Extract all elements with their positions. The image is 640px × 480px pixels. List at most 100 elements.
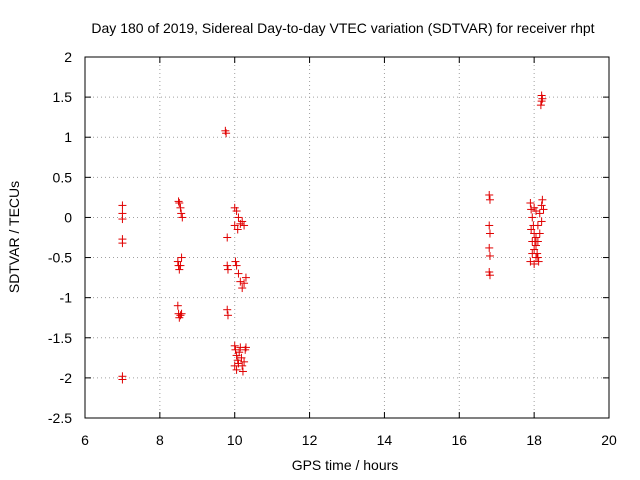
data-points xyxy=(118,91,548,384)
data-point xyxy=(223,261,232,270)
data-point xyxy=(176,203,185,212)
x-tick-label: 10 xyxy=(227,432,243,448)
data-point xyxy=(238,361,247,370)
data-point xyxy=(241,273,250,282)
data-point xyxy=(241,343,250,352)
y-tick-label: 1.5 xyxy=(53,89,73,105)
data-point xyxy=(537,97,546,106)
data-point xyxy=(173,301,182,310)
data-point xyxy=(532,253,541,262)
data-point xyxy=(230,221,239,230)
data-point xyxy=(530,259,539,268)
data-point xyxy=(232,261,241,270)
data-point xyxy=(485,195,494,204)
y-tick-label: -1 xyxy=(60,290,73,306)
data-point xyxy=(233,225,242,234)
data-point xyxy=(118,375,127,384)
data-point xyxy=(530,203,539,212)
data-point xyxy=(536,101,545,110)
data-point xyxy=(485,243,494,252)
data-point xyxy=(175,265,184,274)
data-point xyxy=(533,221,542,230)
y-tick-label: 0.5 xyxy=(53,169,73,185)
data-point xyxy=(175,199,184,208)
data-point xyxy=(232,365,241,374)
y-tick-label: -1.5 xyxy=(48,330,72,346)
data-point xyxy=(178,213,187,222)
data-point xyxy=(118,239,127,248)
data-point xyxy=(535,229,544,238)
data-point xyxy=(485,190,494,199)
data-point xyxy=(174,197,183,206)
x-tick-label: 18 xyxy=(526,432,542,448)
data-point xyxy=(230,361,239,370)
y-tick-label: 0 xyxy=(64,209,72,225)
x-tick-label: 16 xyxy=(451,432,467,448)
x-tick-label: 8 xyxy=(156,432,164,448)
data-point xyxy=(230,203,239,212)
data-point xyxy=(238,284,247,293)
data-point xyxy=(118,215,127,224)
data-point xyxy=(485,271,494,280)
data-point xyxy=(527,225,536,234)
plot-frame xyxy=(84,56,610,419)
data-point xyxy=(528,237,537,246)
data-point xyxy=(176,261,185,270)
y-tick-label: 1 xyxy=(64,129,72,145)
chart-title: Day 180 of 2019, Sidereal Day-to-day VTE… xyxy=(91,20,594,36)
x-tick-label: 6 xyxy=(81,432,89,448)
data-point xyxy=(528,213,537,222)
x-axis-label: GPS time / hours xyxy=(292,457,399,473)
data-point xyxy=(236,277,245,286)
data-point xyxy=(177,253,186,262)
data-point xyxy=(234,269,243,278)
data-point xyxy=(232,207,241,216)
y-axis-ticks: -2.5 -2 -1.5 -1 -0.5 0 0.5 1 1.5 2 xyxy=(48,49,609,426)
data-point xyxy=(223,305,232,314)
data-point xyxy=(485,251,494,260)
x-tick-label: 14 xyxy=(377,432,393,448)
y-tick-label: -0.5 xyxy=(48,250,72,266)
data-point xyxy=(230,341,239,350)
data-point xyxy=(530,245,539,254)
data-point xyxy=(231,257,240,266)
data-point xyxy=(485,221,494,230)
data-point xyxy=(177,309,186,318)
data-point xyxy=(173,257,182,266)
x-tick-label: 12 xyxy=(302,432,318,448)
data-point xyxy=(528,249,537,258)
data-point xyxy=(539,205,548,214)
data-point xyxy=(240,357,249,366)
data-point xyxy=(526,199,535,208)
data-point xyxy=(223,233,232,242)
data-point xyxy=(235,348,244,357)
data-point xyxy=(238,367,247,376)
data-point xyxy=(240,279,249,288)
data-point xyxy=(532,233,541,242)
y-tick-label: -2.5 xyxy=(48,410,72,426)
data-point xyxy=(538,195,547,204)
y-tick-label: -2 xyxy=(60,370,73,386)
data-point xyxy=(485,229,494,238)
x-tick-label: 20 xyxy=(601,432,617,448)
data-point xyxy=(177,209,186,218)
y-axis-label: SDTVAR / TECUs xyxy=(6,181,22,293)
x-axis-ticks: 6 8 10 12 14 16 18 20 xyxy=(81,57,617,448)
data-point xyxy=(537,217,546,226)
data-point xyxy=(534,257,543,266)
data-point xyxy=(176,311,185,320)
y-tick-label: 2 xyxy=(64,49,72,65)
data-point xyxy=(222,129,231,138)
data-point xyxy=(234,213,243,222)
data-point xyxy=(532,241,541,250)
data-point xyxy=(485,267,494,276)
data-point xyxy=(532,207,541,216)
data-point xyxy=(237,353,246,362)
data-point xyxy=(118,201,127,210)
data-point xyxy=(223,311,232,320)
data-point xyxy=(223,265,232,274)
grid-lines xyxy=(85,57,609,418)
data-point xyxy=(537,201,546,210)
data-point xyxy=(240,221,249,230)
